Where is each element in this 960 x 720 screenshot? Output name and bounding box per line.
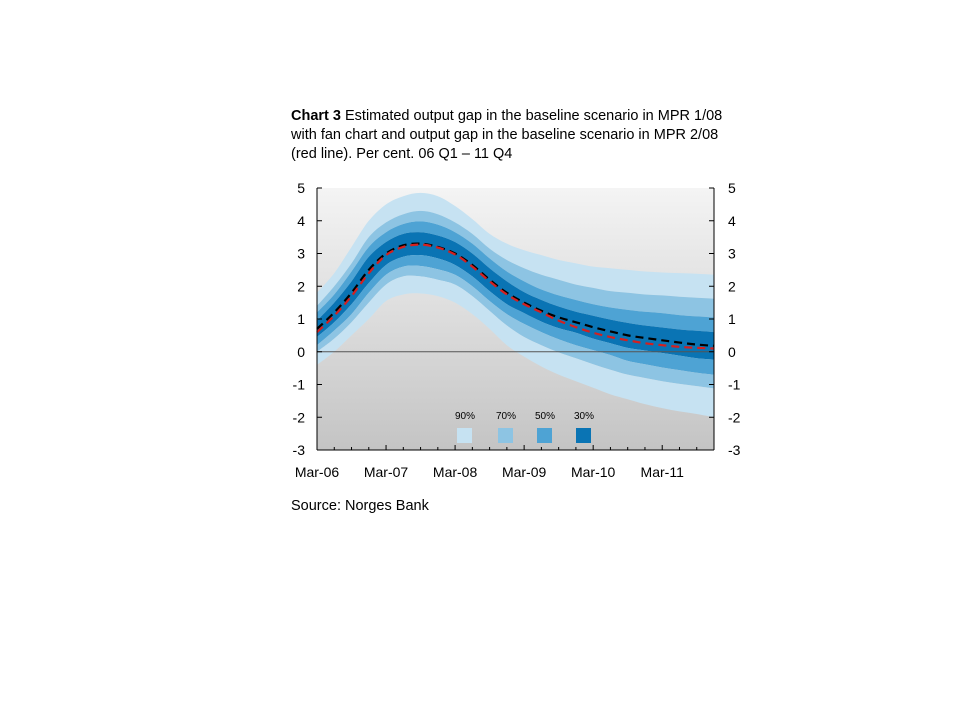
legend-label: 90%	[455, 411, 475, 422]
y-tick-label-left: 2	[297, 278, 305, 294]
x-tick-label: Mar-09	[502, 464, 547, 480]
band-90-lower	[317, 275, 714, 418]
series-line-mpr108	[316, 242, 715, 347]
chart-title: Chart 3 Estimated output gap in the base…	[291, 107, 741, 164]
axes: 5 5 4 4 3 3 2 2 1 1 0 0 -1 -1 -2 -2 -3 -3 Mar-06 Mar-07 Mar-…	[293, 180, 741, 480]
y-tick-label-left: 5	[297, 180, 305, 196]
legend-label: 70%	[496, 411, 516, 422]
x-tick-label: Mar-11	[641, 464, 685, 480]
x-tick-label: Mar-08	[433, 464, 478, 480]
y-tick-label-right: 2	[728, 278, 736, 294]
legend-swatch	[498, 428, 513, 443]
legend: 90% 70% 50% 30%	[455, 411, 594, 443]
y-tick-label-right: -2	[728, 409, 741, 425]
legend-label: 50%	[535, 411, 555, 422]
y-tick-label-right: 5	[728, 180, 736, 196]
y-tick-label-right: 3	[728, 246, 736, 262]
y-tick-label-right: -3	[728, 442, 741, 458]
y-tick-label-right: 0	[728, 344, 736, 360]
legend-swatch	[457, 428, 472, 443]
band-90-upper	[317, 192, 714, 306]
y-tick-label-left: -2	[293, 409, 306, 425]
y-tick-label-left: -3	[293, 442, 306, 458]
band-70-upper	[317, 210, 714, 318]
source-note: Source: Norges Bank	[291, 498, 429, 514]
legend-swatch	[537, 428, 552, 443]
y-tick-label-left: 3	[297, 246, 305, 262]
baseline-lines	[316, 242, 715, 350]
y-tick-label-left: 4	[297, 213, 305, 229]
y-tick-label-left: 1	[297, 311, 305, 327]
band-30	[317, 232, 714, 360]
legend-swatch	[576, 428, 591, 443]
chart-title-prefix: Chart 3	[291, 108, 341, 124]
y-tick-label-right: 4	[728, 213, 736, 229]
y-tick-label-right: 1	[728, 311, 736, 327]
band-50-lower	[317, 255, 714, 375]
x-tick-label: Mar-06	[295, 464, 340, 480]
fan-bands	[317, 192, 714, 418]
legend-label: 30%	[574, 411, 594, 422]
series-line-mpr208	[316, 243, 715, 350]
y-tick-label-left: 0	[297, 344, 305, 360]
x-tick-label: Mar-07	[364, 464, 409, 480]
band-50-upper	[317, 221, 714, 333]
chart-title-text: Estimated output gap in the baseline sce…	[291, 108, 723, 162]
y-tick-label-right: -1	[728, 377, 741, 393]
x-tick-label: Mar-10	[571, 464, 616, 480]
band-70-lower	[317, 265, 714, 389]
y-tick-label-left: -1	[293, 377, 306, 393]
